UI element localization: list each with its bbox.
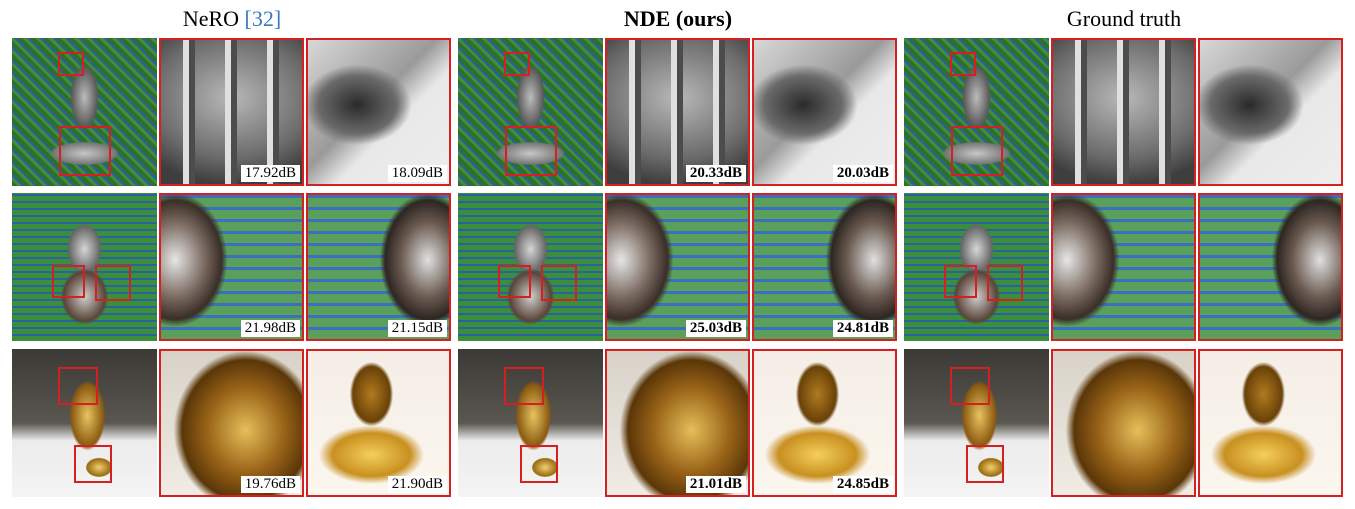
psnr-label: 18.09dB [388, 165, 447, 182]
pitcher-nero-zoom-crop-1: 21.98dB [159, 193, 304, 341]
robot-gt-zoom-crop-1 [1051, 38, 1196, 186]
psnr-label: 21.15dB [388, 320, 447, 337]
zoom-region-box-2 [520, 445, 558, 483]
zoom-region-box-2 [966, 445, 1004, 483]
psnr-label: 24.85dB [833, 476, 893, 493]
robot-nde-zoom-crop-1: 20.33dB [605, 38, 750, 186]
zoom-region-box-1 [52, 265, 85, 298]
bunny-nero-overview-image [12, 349, 157, 497]
pitcher-gt-zoom-crop-2 [1198, 193, 1343, 341]
column-title-nde: NDE (ours) [458, 4, 898, 34]
psnr-label: 21.90dB [388, 476, 447, 493]
psnr-label: 17.92dB [241, 165, 300, 182]
psnr-label: 20.33dB [686, 165, 746, 182]
psnr-label: 19.76dB [241, 476, 300, 493]
pitcher-nde-overview-image [458, 193, 603, 341]
robot-nde-overview-image [458, 38, 603, 186]
bunny-nde-overview-image [458, 349, 603, 497]
column-title-nero: NeRO [32] [12, 4, 452, 34]
bunny-gt-zoom-crop-1 [1051, 349, 1196, 497]
pitcher-nde-zoom-crop-2: 24.81dB [752, 193, 897, 341]
zoom-region-box-1 [58, 367, 98, 405]
pitcher-gt-zoom-crop-1 [1051, 193, 1196, 341]
bunny-nde-zoom-crop-2: 24.85dB [752, 349, 897, 497]
psnr-label: 25.03dB [686, 320, 746, 337]
zoom-region-box-1 [950, 52, 976, 76]
zoom-region-box-1 [504, 367, 544, 405]
psnr-label: 21.01dB [686, 476, 746, 493]
zoom-region-box-2 [74, 445, 112, 483]
zoom-region-box-2 [505, 126, 557, 176]
robot-nero-overview-image [12, 38, 157, 186]
psnr-label: 21.98dB [241, 320, 300, 337]
robot-gt-overview-image [904, 38, 1049, 186]
zoom-region-box-1 [950, 367, 990, 405]
pitcher-nde-zoom-crop-1: 25.03dB [605, 193, 750, 341]
column-title-nero-text: NeRO [183, 6, 245, 31]
pitcher-nero-overview-image [12, 193, 157, 341]
citation-link[interactable]: [32] [245, 6, 282, 31]
robot-nero-zoom-crop-1: 17.92dB [159, 38, 304, 186]
bunny-gt-overview-image [904, 349, 1049, 497]
pitcher-nero-zoom-crop-2: 21.15dB [306, 193, 451, 341]
zoom-region-box-2 [95, 265, 131, 301]
zoom-region-box-1 [504, 52, 530, 76]
pitcher-gt-overview-image [904, 193, 1049, 341]
zoom-region-box-2 [541, 265, 577, 301]
robot-nde-zoom-crop-2: 20.03dB [752, 38, 897, 186]
zoom-region-box-1 [58, 52, 84, 76]
bunny-nde-zoom-crop-1: 21.01dB [605, 349, 750, 497]
zoom-region-box-2 [59, 126, 111, 176]
bunny-nero-zoom-crop-2: 21.90dB [306, 349, 451, 497]
robot-nero-zoom-crop-2: 18.09dB [306, 38, 451, 186]
zoom-region-box-1 [498, 265, 531, 298]
psnr-label: 20.03dB [833, 165, 893, 182]
bunny-gt-zoom-crop-2 [1198, 349, 1343, 497]
bunny-nero-zoom-crop-1: 19.76dB [159, 349, 304, 497]
psnr-label: 24.81dB [833, 320, 893, 337]
zoom-region-box-1 [944, 265, 977, 298]
column-title-ground-truth: Ground truth [904, 4, 1344, 34]
robot-gt-zoom-crop-2 [1198, 38, 1343, 186]
zoom-region-box-2 [951, 126, 1003, 176]
zoom-region-box-2 [987, 265, 1023, 301]
